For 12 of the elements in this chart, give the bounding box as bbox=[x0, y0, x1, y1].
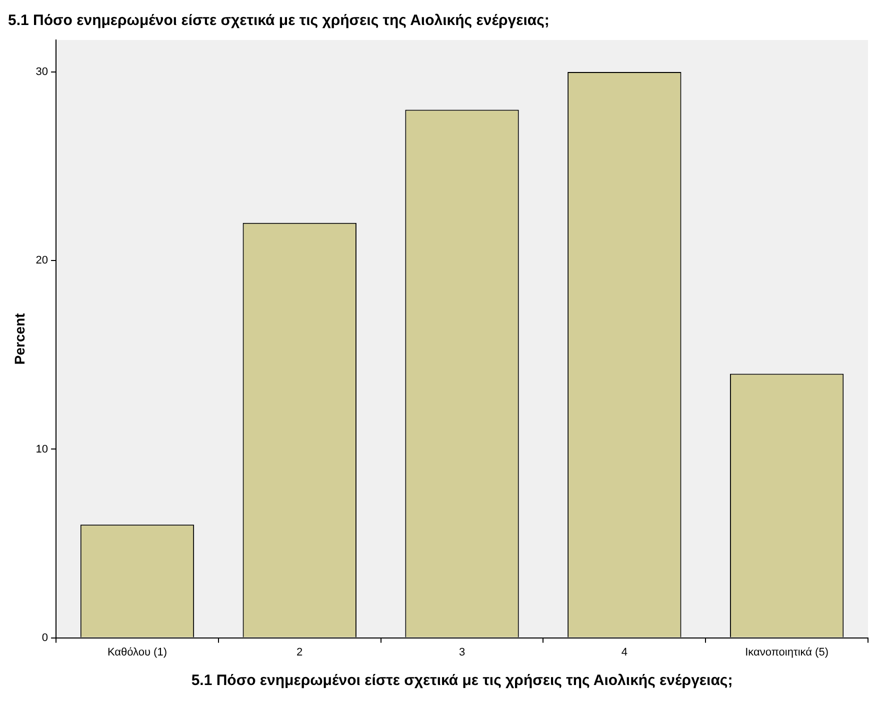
x-tick-label: 3 bbox=[458, 646, 466, 658]
y-tick-label: 20 bbox=[36, 254, 48, 267]
x-tick-label: Καθόλου (1) bbox=[107, 646, 168, 658]
x-tick-label: Ικανοποιητικά (5) bbox=[745, 646, 828, 658]
y-tick-label: 10 bbox=[36, 443, 48, 456]
y-tick-label: 0 bbox=[42, 632, 48, 644]
chart-title: 5.1 Πόσο ενημερωμένοι είστε σχετικά με τις χρήσεις της Αιολικής ενέργειας; bbox=[8, 12, 550, 30]
x-tick-label: 4 bbox=[621, 646, 628, 658]
y-axis-title: Percent bbox=[11, 312, 28, 365]
x-axis-title: 5.1 Πόσο ενημερωμένοι είστε σχετικά με τις χρήσεις της Αιολικής ενέργειας; bbox=[191, 672, 733, 690]
y-tick-label: 30 bbox=[36, 66, 48, 78]
x-tick-label: 2 bbox=[296, 646, 303, 658]
